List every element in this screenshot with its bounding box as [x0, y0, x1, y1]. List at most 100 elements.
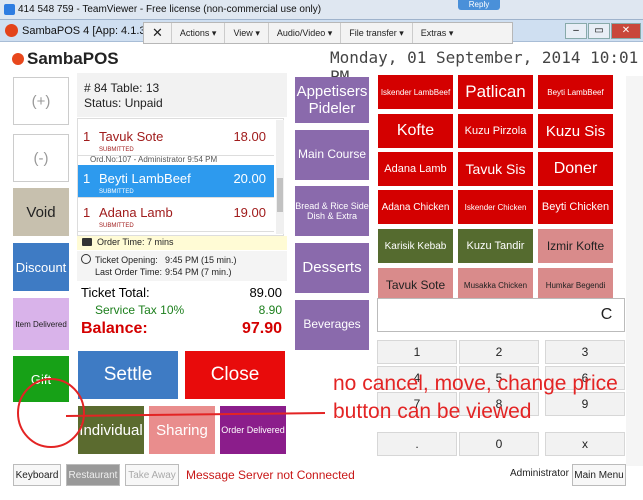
order-time-text: Order Time: 7 mins: [97, 237, 174, 247]
product-button[interactable]: Humkar Begendi: [538, 268, 613, 302]
takeaway-button[interactable]: Take Away: [125, 464, 179, 486]
tv-audio-menu[interactable]: Audio/Video ▾: [269, 23, 342, 43]
product-button[interactable]: Kuzu Pirzola: [458, 114, 533, 148]
last-order-value: 9:54 PM (7 min.): [165, 267, 232, 277]
numpad-key-3[interactable]: 3: [545, 340, 625, 364]
order-price: 18.00: [233, 129, 266, 144]
decrease-button[interactable]: (-): [13, 134, 69, 182]
teamviewer-icon: [4, 4, 15, 15]
product-button[interactable]: Izmir Kofte: [538, 229, 613, 263]
annotation-circle: [17, 378, 85, 448]
category-bread-rice[interactable]: Bread & Rice Side Dish & Extra: [295, 186, 369, 236]
brand-logo: SambaPOS: [12, 49, 119, 69]
teamviewer-flag[interactable]: Reply: [458, 0, 500, 10]
numpad-key-0[interactable]: 0: [459, 432, 539, 456]
order-scrollbar[interactable]: [276, 120, 284, 234]
numpad-key-2[interactable]: 2: [459, 340, 539, 364]
order-row[interactable]: 1 Adana Lamb 19.00 SUBMITTED: [78, 199, 274, 232]
numpad-clear-button[interactable]: C: [600, 306, 613, 323]
product-button[interactable]: Adana Lamb: [378, 152, 453, 186]
product-button[interactable]: Kuzu Sis: [538, 114, 613, 148]
product-button[interactable]: Beyti Chicken: [538, 190, 613, 224]
maximize-icon[interactable]: ▭: [588, 23, 610, 39]
tv-extras-menu[interactable]: Extras ▾: [420, 27, 454, 39]
product-button[interactable]: Tavuk Sis: [458, 152, 533, 186]
settle-button[interactable]: Settle: [77, 350, 179, 400]
annotation-line: [65, 412, 326, 417]
numpad-key-x[interactable]: x: [545, 432, 625, 456]
keyboard-button[interactable]: Keyboard: [13, 464, 61, 486]
order-price: 20.00: [233, 171, 266, 186]
numpad-key-1[interactable]: 1: [377, 340, 457, 364]
close-button[interactable]: Close: [184, 350, 286, 400]
category-appetisers[interactable]: Appetisers Pideler: [295, 77, 369, 123]
tv-actions-label: Actions: [179, 28, 210, 38]
order-list: 1 Tavuk Sote 18.00 SUBMITTED Ord.No:107 …: [77, 118, 284, 236]
close-icon[interactable]: ✕: [144, 23, 172, 43]
last-order-label: Last Order Time:: [95, 267, 163, 277]
order-name: Beyti LambBeef: [99, 171, 191, 186]
order-state: SUBMITTED: [99, 147, 134, 153]
tv-file-menu[interactable]: File transfer ▾: [341, 23, 413, 43]
order-qty: 1: [83, 171, 91, 186]
category-main-course[interactable]: Main Course: [295, 130, 369, 180]
sharing-button[interactable]: Sharing: [148, 405, 216, 455]
category-beverages[interactable]: Beverages: [295, 300, 369, 350]
order-qty: 1: [83, 129, 91, 144]
product-button[interactable]: Kofte: [378, 114, 453, 148]
ticket-number: # 84 Table: 13: [84, 81, 160, 95]
numpad-key-4[interactable]: 4: [377, 366, 457, 390]
numpad-key-6[interactable]: 6: [545, 366, 625, 390]
annotation-text: no cancel, move, change price button can…: [333, 372, 618, 423]
tv-view-menu[interactable]: View ▾: [225, 23, 269, 43]
product-button[interactable]: Iskender Chicken: [458, 190, 533, 224]
numpad-display[interactable]: [377, 298, 625, 332]
restaurant-button[interactable]: Restaurant: [66, 464, 120, 486]
product-button[interactable]: Adana Chicken: [378, 190, 453, 224]
discount-button[interactable]: Discount: [13, 243, 69, 291]
item-delivered-button[interactable]: Item Delivered: [13, 298, 69, 350]
void-button[interactable]: Void: [13, 188, 69, 236]
individual-button[interactable]: Individual: [77, 405, 145, 455]
window-close-icon[interactable]: ✕: [611, 23, 641, 39]
ticket-times: Ticket Opening: 9:45 PM (15 min.) Last Or…: [77, 251, 287, 281]
user-name: Administrator: [510, 468, 569, 479]
product-button[interactable]: Musakka Chicken: [458, 268, 533, 302]
order-state: SUBMITTED: [99, 189, 134, 195]
order-price: 19.00: [233, 205, 266, 220]
right-scroll-area: [626, 76, 643, 466]
order-name: Tavuk Sote: [99, 129, 164, 144]
minimize-icon[interactable]: –: [565, 23, 587, 39]
product-button[interactable]: Beyti LambBeef: [538, 75, 613, 109]
product-button[interactable]: Iskender LambBeef: [378, 75, 453, 109]
message-server-status: Message Server not Connected: [186, 468, 355, 482]
product-button[interactable]: Karisik Kebab: [378, 229, 453, 263]
tv-view-label: View: [233, 28, 253, 38]
ticket-status: Status: Unpaid: [84, 96, 163, 110]
order-row-selected[interactable]: 1 Beyti LambBeef 20.00 SUBMITTED: [78, 165, 274, 198]
increase-button[interactable]: (+): [13, 77, 69, 125]
numpad-key-8[interactable]: 8: [459, 392, 539, 416]
opening-label: Ticket Opening:: [95, 255, 158, 265]
scroll-thumb[interactable]: [277, 178, 283, 212]
balance-label: Balance:: [81, 320, 148, 337]
total-value: 89.00: [249, 285, 282, 300]
ticket-header: # 84 Table: 13 Status: Unpaid: [77, 73, 287, 117]
order-info: Ord.No:107 - Administrator 9:54 PM: [90, 155, 218, 164]
tv-actions-menu[interactable]: Actions ▾: [172, 23, 226, 43]
product-button[interactable]: Kuzu Tandir: [458, 229, 533, 263]
product-button[interactable]: Patlican: [458, 75, 533, 109]
order-row[interactable]: 1 Tavuk Sote 18.00 SUBMITTED: [78, 123, 274, 156]
category-desserts[interactable]: Desserts: [295, 243, 369, 293]
numpad-key-5[interactable]: 5: [459, 366, 539, 390]
window-controls: – ▭ ✕: [564, 23, 641, 39]
numpad-key-7[interactable]: 7: [377, 392, 457, 416]
numpad-key-9[interactable]: 9: [545, 392, 625, 416]
balance-value: 97.90: [241, 320, 282, 337]
product-button[interactable]: Tavuk Sote: [378, 268, 453, 302]
main-menu-button[interactable]: Main Menu: [572, 464, 626, 486]
product-button[interactable]: Doner: [538, 152, 613, 186]
window-title: SambaPOS 4 [App: 4.1.34 BE: [22, 25, 170, 37]
numpad-key-dot[interactable]: .: [377, 432, 457, 456]
